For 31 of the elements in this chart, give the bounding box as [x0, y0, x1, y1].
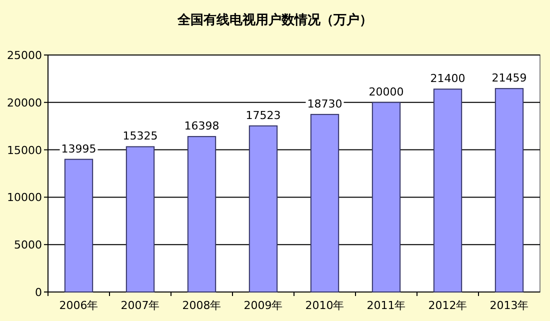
x-tick-label: 2011年 [366, 299, 406, 312]
data-label: 21459 [492, 72, 527, 85]
x-tick-label: 2012年 [428, 299, 468, 312]
y-tick-label: 5000 [14, 238, 42, 252]
data-label: 13995 [61, 142, 96, 156]
x-tick-label: 2013年 [490, 299, 529, 312]
bar [248, 125, 278, 292]
y-tick-label: 25000 [7, 49, 42, 62]
y-tick-label: 20000 [7, 96, 42, 110]
data-label: 15325 [122, 130, 158, 143]
bar [494, 88, 524, 292]
data-label: 20000 [368, 85, 404, 98]
bar [64, 158, 94, 292]
y-tick-label: 0 [35, 286, 42, 299]
data-label: 16398 [184, 120, 220, 133]
bar [310, 114, 340, 292]
bar [187, 136, 216, 292]
data-label: 17523 [246, 108, 281, 122]
chart-title: 全国有线电视用户数情况（万户） [176, 12, 372, 28]
x-tick-label: 2009年 [244, 299, 283, 312]
y-tick-label: 10000 [7, 191, 42, 204]
x-tick-label: 2006年 [59, 299, 98, 312]
bar [372, 102, 401, 292]
x-tick-label: 2010年 [305, 299, 344, 312]
x-tick-label: 2007年 [120, 299, 160, 312]
data-label: 18730 [307, 97, 342, 110]
bar [433, 88, 462, 292]
bar [126, 146, 155, 292]
data-label: 21400 [430, 72, 466, 86]
y-tick-label: 15000 [7, 144, 42, 157]
x-tick-label: 2008年 [182, 299, 222, 312]
